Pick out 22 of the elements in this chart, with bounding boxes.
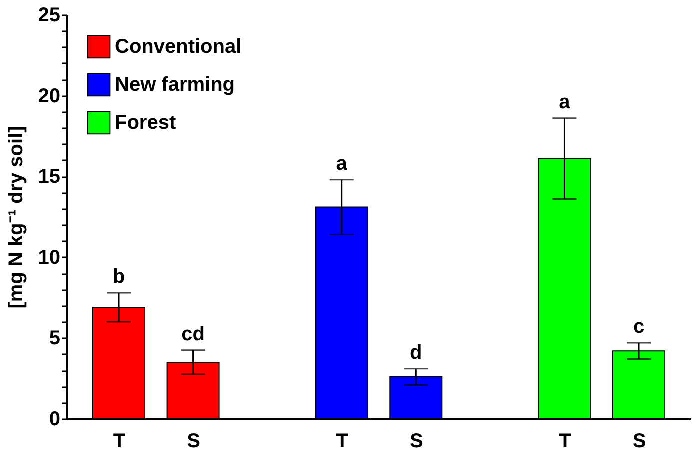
legend-label: New farming [115,74,236,96]
legend-label: Forest [115,112,176,134]
x-tick-label: S [187,430,200,452]
y-tick-label: 20 [38,85,60,108]
data-label: a [559,91,572,114]
y-tick-label: 15 [38,166,60,188]
data-label: cd [182,323,205,346]
legend-label: Conventional [115,36,242,58]
x-tick-label: T [559,430,572,452]
x-tick-label: S [410,430,424,452]
x-tick-label: S [632,430,646,452]
x-tick-label: T [113,430,126,452]
data-label: c [633,316,645,338]
y-tick-label: 25 [38,4,60,26]
y-tick-label: 5 [49,328,60,350]
y-axis-title: [mg N kg⁻¹ dry soil] [5,126,28,309]
data-label: a [336,152,348,175]
data-label: b [112,266,126,288]
y-tick-label: 10 [38,246,60,269]
x-tick-label: T [336,430,348,452]
data-label: d [410,342,422,364]
y-tick-label: 0 [49,408,60,430]
